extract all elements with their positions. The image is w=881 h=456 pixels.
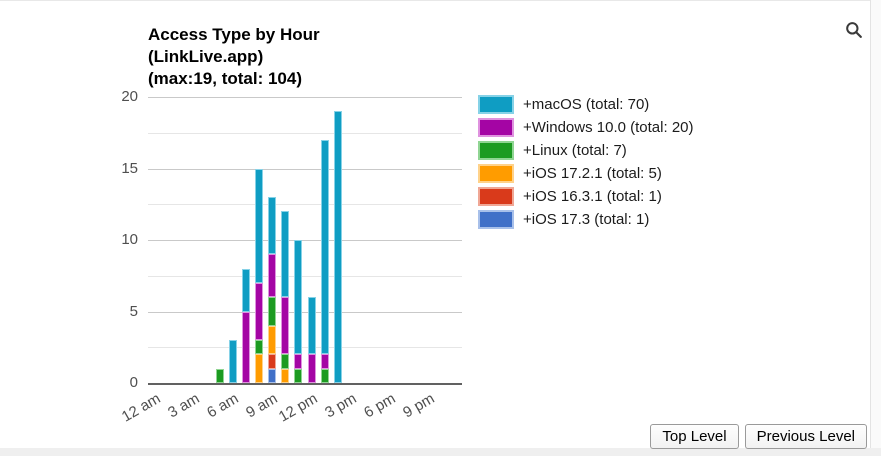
legend-swatch xyxy=(478,95,514,114)
bar-segment[interactable] xyxy=(294,240,303,355)
gridline-minor xyxy=(148,132,462,134)
legend-swatch xyxy=(478,187,514,206)
bar-stack-hour-12 xyxy=(307,297,316,383)
gridline-major xyxy=(148,311,462,313)
bar-segment[interactable] xyxy=(294,368,303,383)
bar-stack-hour-9 xyxy=(268,197,277,383)
y-axis-tick-label: 0 xyxy=(129,374,138,391)
bar-segment[interactable] xyxy=(333,111,342,383)
bottom-scrollbar-track[interactable] xyxy=(0,448,881,456)
legend-item[interactable]: +Windows 10.0 (total: 20) xyxy=(478,118,694,137)
bar-segment[interactable] xyxy=(255,354,264,383)
legend-item[interactable]: +macOS (total: 70) xyxy=(478,95,694,114)
gridline-major xyxy=(148,97,462,98)
legend-label: +iOS 16.3.1 (total: 1) xyxy=(523,188,662,205)
bar-segment[interactable] xyxy=(281,368,290,383)
bar-segment[interactable] xyxy=(320,368,329,383)
bar-segment[interactable] xyxy=(242,311,251,383)
gridline-minor xyxy=(148,275,462,277)
chart-title: Access Type by Hour (LinkLive.app) (max:… xyxy=(148,24,320,90)
search-button[interactable] xyxy=(843,20,865,42)
bar-segment[interactable] xyxy=(255,168,264,283)
chart-title-line-2: (LinkLive.app) xyxy=(148,47,264,66)
y-axis-tick-label: 20 xyxy=(121,88,138,105)
y-axis-tick-label: 10 xyxy=(121,231,138,248)
bar-segment[interactable] xyxy=(320,139,329,355)
legend-label: +Windows 10.0 (total: 20) xyxy=(523,119,694,136)
bar-segment[interactable] xyxy=(268,297,277,326)
bar-stack-hour-14 xyxy=(333,111,342,383)
gridline-major xyxy=(148,240,462,241)
bar-segment[interactable] xyxy=(294,354,303,369)
bar-segment[interactable] xyxy=(281,211,290,298)
search-icon xyxy=(844,22,864,43)
bar-segment[interactable] xyxy=(307,297,316,355)
legend-swatch xyxy=(478,141,514,160)
gridline-minor xyxy=(148,204,462,206)
gridline-minor xyxy=(148,347,462,349)
legend-label: +iOS 17.2.1 (total: 5) xyxy=(523,165,662,182)
top-divider xyxy=(0,0,881,1)
bar-segment[interactable] xyxy=(320,354,329,369)
y-axis-tick-label: 5 xyxy=(129,302,138,320)
legend-label: +Linux (total: 7) xyxy=(523,142,627,159)
bar-segment[interactable] xyxy=(268,197,277,255)
legend-swatch xyxy=(478,210,514,229)
chart-title-line-3: (max:19, total: 104) xyxy=(148,69,302,88)
chart-title-line-1: Access Type by Hour xyxy=(148,25,320,44)
bar-segment[interactable] xyxy=(281,354,290,369)
bar-stack-hour-6 xyxy=(229,340,238,383)
legend-label: +iOS 17.3 (total: 1) xyxy=(523,211,650,228)
bar-stack-hour-11 xyxy=(294,240,303,383)
bar-stack-hour-8 xyxy=(255,168,264,383)
right-scrollbar-track[interactable] xyxy=(870,0,881,456)
chart-plot-area: 12 am 3 am 6 am 9 am 12 pm 3 pm 6 pm 9 pm xyxy=(118,97,462,426)
legend-swatch xyxy=(478,118,514,137)
bar-stack-hour-10 xyxy=(281,211,290,383)
y-axis-tick-label: 15 xyxy=(121,159,138,177)
legend-item[interactable]: +iOS 16.3.1 (total: 1) xyxy=(478,187,694,206)
bar-segment[interactable] xyxy=(281,297,290,355)
legend-label: +macOS (total: 70) xyxy=(523,96,650,113)
bar-segment[interactable] xyxy=(255,282,264,341)
previous-level-button[interactable]: Previous Level xyxy=(744,424,867,449)
gridline-major xyxy=(148,168,462,170)
bar-segment[interactable] xyxy=(307,354,316,383)
legend-item[interactable]: +iOS 17.3 (total: 1) xyxy=(478,210,694,229)
bar-segment[interactable] xyxy=(255,340,264,355)
bar-segment[interactable] xyxy=(268,325,277,355)
legend-item[interactable]: +Linux (total: 7) xyxy=(478,141,694,160)
bar-segment[interactable] xyxy=(215,368,224,383)
legend-swatch xyxy=(478,164,514,183)
level-navigation: Top Level Previous Level xyxy=(650,424,867,449)
bar-segment[interactable] xyxy=(268,354,277,369)
bar-segment[interactable] xyxy=(268,368,277,383)
chart-legend: +macOS (total: 70) +Windows 10.0 (total: … xyxy=(478,95,694,233)
legend-item[interactable]: +iOS 17.2.1 (total: 5) xyxy=(478,164,694,183)
top-level-button[interactable]: Top Level xyxy=(650,424,739,449)
bar-segment[interactable] xyxy=(268,254,277,298)
bar-segment[interactable] xyxy=(242,268,251,312)
bar-segment[interactable] xyxy=(229,340,238,383)
bar-stack-hour-5 xyxy=(215,368,224,383)
bar-stack-hour-13 xyxy=(320,139,329,383)
bar-stack-hour-7 xyxy=(242,268,251,383)
